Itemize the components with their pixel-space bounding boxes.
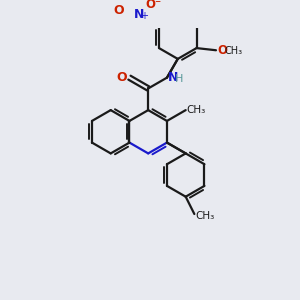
Text: O⁻: O⁻	[146, 0, 162, 11]
Text: +: +	[140, 11, 148, 21]
Text: O: O	[113, 4, 124, 17]
Text: N: N	[168, 71, 178, 84]
Text: N: N	[134, 8, 145, 21]
Text: CH₃: CH₃	[195, 211, 214, 221]
Text: CH₃: CH₃	[224, 46, 242, 56]
Text: O: O	[217, 44, 227, 57]
Text: O: O	[116, 71, 127, 84]
Text: H: H	[175, 74, 183, 85]
Text: CH₃: CH₃	[187, 105, 206, 115]
